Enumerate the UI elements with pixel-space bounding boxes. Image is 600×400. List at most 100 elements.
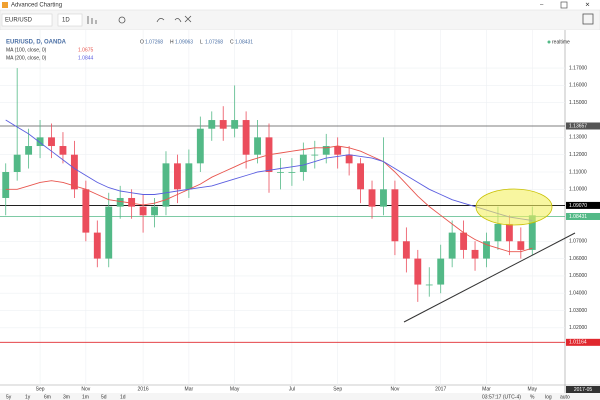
bottom-bar — [0, 393, 600, 400]
legend-value: 1.0844 — [78, 55, 94, 61]
axes: 1.02000 1.03000 1.04000 1.05000 1.06000 1.070… — [36, 65, 600, 393]
level-label-box — [566, 122, 600, 130]
maximize-button[interactable] — [560, 1, 568, 9]
x-tick-label: Jul — [289, 386, 295, 392]
candle-body — [254, 137, 261, 155]
symbol: EUR/USD — [5, 18, 33, 24]
candle-body — [505, 223, 513, 242]
ohlc-value: 1.07268 — [205, 39, 223, 45]
y-tick-label: 1.16000 — [569, 83, 587, 89]
candle-body — [231, 120, 239, 129]
candle-body — [2, 172, 10, 198]
candle-body — [105, 206, 113, 259]
time-highlight: 2017-05 — [574, 387, 593, 393]
x-tick-label: Sep — [333, 386, 342, 392]
candle-body — [391, 189, 399, 242]
candle-body — [483, 241, 490, 259]
candle-body — [414, 258, 422, 285]
candle-body — [185, 163, 193, 190]
candle-body — [277, 172, 284, 173]
candle-body — [494, 223, 502, 242]
range-button[interactable]: 1y — [25, 394, 31, 400]
ohlc-key: C — [230, 39, 234, 45]
y-tick-label: 1.15000 — [569, 100, 587, 106]
range-button[interactable]: 3m — [63, 394, 70, 400]
range-button[interactable]: 6m — [44, 394, 51, 400]
minimize-button[interactable]: – — [540, 3, 544, 9]
candle-body — [242, 120, 250, 155]
x-tick-label: 2017 — [435, 386, 446, 392]
candle-body — [151, 206, 158, 216]
toolbar — [0, 9, 600, 31]
title-bar — [0, 0, 600, 10]
candle-body — [128, 197, 136, 207]
clock: 03:57:17 (UTC-4) — [482, 394, 521, 400]
ohlc-key: O — [140, 39, 144, 45]
y-tick-label: 1.07000 — [569, 239, 587, 245]
toolbar-icons[interactable] — [87, 13, 594, 25]
candle-body — [448, 232, 456, 259]
window-title: Advanced Charting — [11, 3, 62, 9]
scale-option[interactable]: % — [530, 394, 535, 400]
app-icon — [2, 2, 8, 8]
range-button[interactable]: 1m — [82, 394, 89, 400]
candle-body — [219, 120, 227, 129]
candle-body — [528, 215, 536, 250]
interval: 1D — [62, 18, 70, 24]
candle-body — [471, 249, 479, 259]
candle-body — [380, 189, 387, 207]
candle-body — [173, 163, 181, 190]
candle-body — [82, 189, 90, 233]
ohlc-key: H — [170, 39, 174, 45]
range-button[interactable]: 5y — [6, 394, 12, 400]
range-button[interactable]: 5d — [101, 394, 107, 400]
ohlc-key: L — [200, 39, 203, 45]
realtime-label: realtime — [552, 39, 570, 45]
candle-body — [299, 154, 307, 172]
time-highlight-box — [566, 386, 600, 393]
candle-body — [345, 154, 353, 164]
level-label: 1.13657 — [569, 123, 587, 129]
y-tick-label: 1.12000 — [569, 152, 587, 158]
interval-select[interactable] — [57, 13, 83, 27]
ma-line — [5, 145, 533, 253]
legend: MA (100, close, 0) 1.0675 MA (200, close, … — [6, 47, 94, 61]
ohlc-readout: O 1.07268 H 1.09063 L 1.07268 C 1.08431 — [140, 39, 253, 45]
close-button[interactable]: ✕ — [585, 3, 590, 9]
candle-body — [357, 163, 365, 190]
candle-body — [334, 146, 342, 155]
y-tick-label: 1.10000 — [569, 187, 587, 193]
candle-body — [139, 206, 147, 216]
highlight-ellipse — [475, 188, 553, 226]
candle-body — [425, 284, 433, 286]
y-tick-label: 1.11000 — [569, 169, 587, 175]
moving-averages — [5, 119, 533, 253]
range-button[interactable]: 1d — [120, 394, 126, 400]
candle-body — [25, 146, 33, 155]
legend-name: MA (200, close, 0) — [6, 55, 47, 61]
y-tick-label: 1.06000 — [569, 256, 587, 262]
trend-line — [403, 232, 576, 323]
level-label-box — [566, 201, 600, 209]
realtime-dot — [547, 40, 551, 44]
x-tick-label: May — [230, 386, 240, 392]
bottom-controls: 5y 1y 6m 3m 1m 5d 1d 03:57:17 (UTC-4)% log auto — [6, 394, 570, 400]
legend-value: 1.0675 — [78, 47, 94, 53]
scale-option[interactable]: log — [545, 394, 552, 400]
level-label-box — [566, 212, 600, 220]
x-tick-label: Sep — [36, 386, 45, 392]
candle-body — [460, 232, 468, 250]
y-tick-label: 1.04000 — [569, 291, 587, 297]
y-tick-label: 1.03000 — [569, 308, 587, 314]
legend-name: MA (100, close, 0) — [6, 47, 47, 53]
candle-body — [70, 154, 78, 190]
scale-option[interactable]: auto — [560, 394, 570, 400]
symbol-input[interactable] — [1, 13, 53, 27]
x-tick-label: 2016 — [138, 386, 149, 392]
candle-body — [517, 241, 525, 250]
x-tick-label: Nov — [390, 386, 399, 392]
ohlc-value: 1.09063 — [175, 39, 193, 45]
candle-body — [288, 172, 296, 173]
candle-body — [93, 232, 101, 259]
